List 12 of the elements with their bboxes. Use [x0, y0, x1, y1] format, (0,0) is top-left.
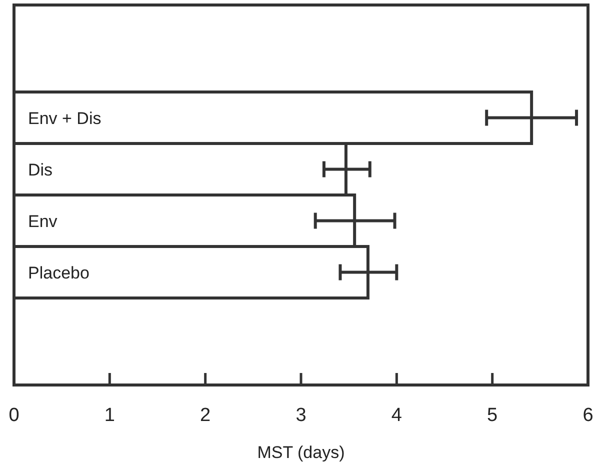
x-tick-label: 6: [582, 405, 594, 426]
x-tick-label: 5: [487, 405, 498, 426]
x-tick-label: 2: [200, 405, 211, 426]
x-tick-label: 1: [104, 405, 115, 426]
x-tick-label: 3: [296, 405, 306, 426]
y-tick-label: Env + Dis: [28, 108, 102, 128]
y-tick-label: Placebo: [28, 263, 90, 282]
y-tick-label: Env: [28, 212, 58, 231]
y-tick-label: Dis: [28, 160, 53, 180]
x-axis-title: MST (days): [257, 443, 345, 462]
x-tick-label: 4: [391, 405, 402, 426]
x-tick-label: 0: [8, 405, 20, 426]
